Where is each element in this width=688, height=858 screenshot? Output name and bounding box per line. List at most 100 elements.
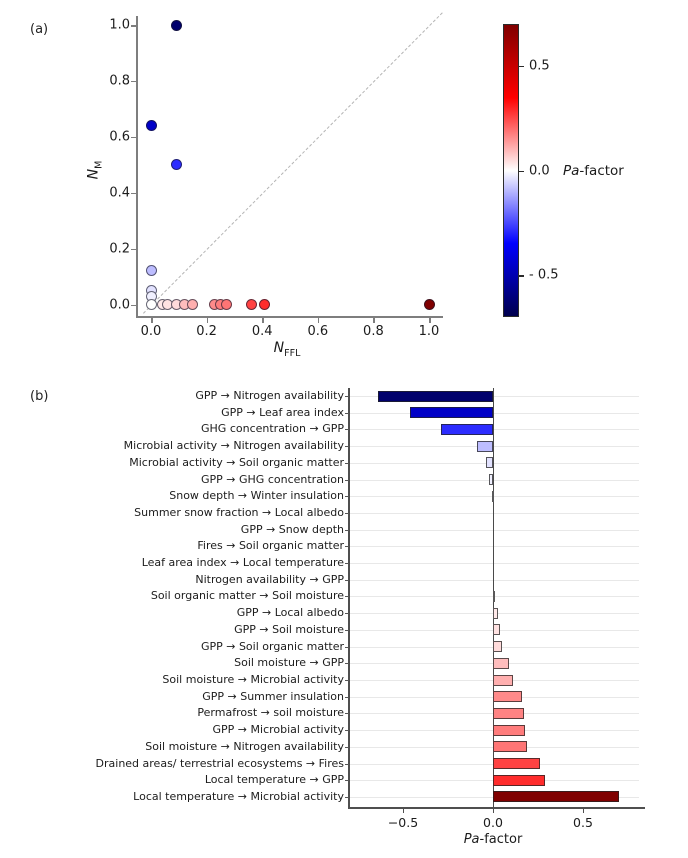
scatter-point [245,299,257,310]
category-tick [345,579,349,581]
x-tick [403,809,404,813]
bar-y-axis [348,388,350,808]
category-label: Leaf area index → Local temperature [141,556,344,570]
y-tick [131,25,136,27]
x-tick-label: 1.0 [418,324,440,339]
y-tick [131,304,136,306]
x-tick [151,318,153,323]
category-tick [345,596,349,598]
category-label: Nitrogen availability → GPP [195,572,344,586]
x-tick-label: 0.2 [196,324,217,339]
category-tick [345,496,349,498]
category-label: Permafrost → soil moisture [197,706,344,720]
category-tick [345,446,349,448]
x-tick-label: 0.0 [140,324,162,339]
colorbar-tick-label: - 0.5 [529,267,559,283]
category-label: GPP → Local albedo [236,606,344,620]
scatter-point [145,265,157,277]
scatter-point [145,120,157,132]
gridline [350,446,639,448]
category-tick [345,796,349,798]
category-label: GPP → GHG concentration [201,472,344,486]
x-tick-label: 0.6 [307,324,329,339]
scatter-point [170,19,182,31]
category-label: Soil moisture → GPP [234,656,344,670]
category-tick [345,629,349,631]
scatter-xlabel: NFFL [273,340,301,359]
bar [410,407,493,419]
panel-a-label: (a) [30,22,49,37]
x-tick [493,809,494,813]
bar [493,590,495,602]
category-label: GHG concentration → GPP [201,422,344,436]
gridline [350,563,639,565]
category-tick [345,663,349,665]
gridline [350,512,639,514]
y-tick [131,248,136,251]
bar-xlabel: Pa-factor [463,832,523,847]
category-tick [345,529,349,531]
category-tick [345,429,349,431]
category-label: GPP → Leaf area index [221,405,344,419]
colorbar-gradient [503,24,519,317]
gridline [350,546,639,548]
category-tick [345,512,349,514]
gridline [350,496,639,498]
identity-line [142,12,443,314]
x-tick-label: −0.5 [387,815,419,830]
gridline [350,529,639,531]
y-tick-label: 0.4 [109,185,130,201]
category-label: Soil moisture → Microbial activity [162,673,344,687]
category-tick [345,546,349,548]
category-label: GPP → Soil organic matter [200,639,344,653]
x-tick-label: 0.4 [251,324,273,339]
category-label: GPP → Snow depth [240,522,344,536]
panel-b-label: (b) [30,389,49,404]
x-tick [206,318,209,323]
colorbar-tick [519,170,524,172]
gridline [350,579,639,581]
scatter-ylabel: NM [85,160,105,180]
x-tick [429,318,431,323]
scatter-point [170,159,182,171]
bar-x-axis [348,807,645,809]
bar [493,724,526,736]
category-label: GPP → Microbial activity [212,723,344,737]
y-tick [131,192,136,195]
category-label: GPP → Soil moisture [234,622,344,636]
scatter-point [187,299,199,310]
category-label: Microbial activity → Soil organic matter [129,455,344,469]
y-tick-label: 1.0 [109,17,130,33]
x-tick [317,318,320,323]
bar [493,641,502,653]
category-tick [345,713,349,715]
category-label: Soil moisture → Nitrogen availability [145,739,344,753]
bar [440,423,493,435]
category-tick [345,412,349,414]
x-tick [373,318,375,323]
colorbar-tick-label: 0.0 [529,163,550,178]
bar [493,691,522,703]
category-label: Summer snow fraction → Local albedo [134,505,344,519]
bar [493,674,513,686]
y-tick-label: 0.8 [109,73,130,89]
bar [493,758,540,770]
colorbar-tick-label: 0.5 [529,58,550,74]
x-tick-label: 0.0 [483,815,503,830]
category-label: Microbial activity → Nitrogen availabili… [123,439,344,453]
category-tick [345,563,349,565]
gridline [350,462,639,464]
category-tick [345,696,349,698]
bar [489,474,493,486]
bar [493,657,510,669]
y-tick [131,136,136,139]
bar [493,774,546,786]
scatter-point [220,299,232,310]
gridline [350,429,639,431]
category-label: Drained areas/ terrestrial ecosystems → … [95,756,344,770]
scatter-point [423,299,435,310]
y-tick-label: 0.2 [109,241,130,257]
bar [485,457,493,469]
category-tick [345,680,349,682]
